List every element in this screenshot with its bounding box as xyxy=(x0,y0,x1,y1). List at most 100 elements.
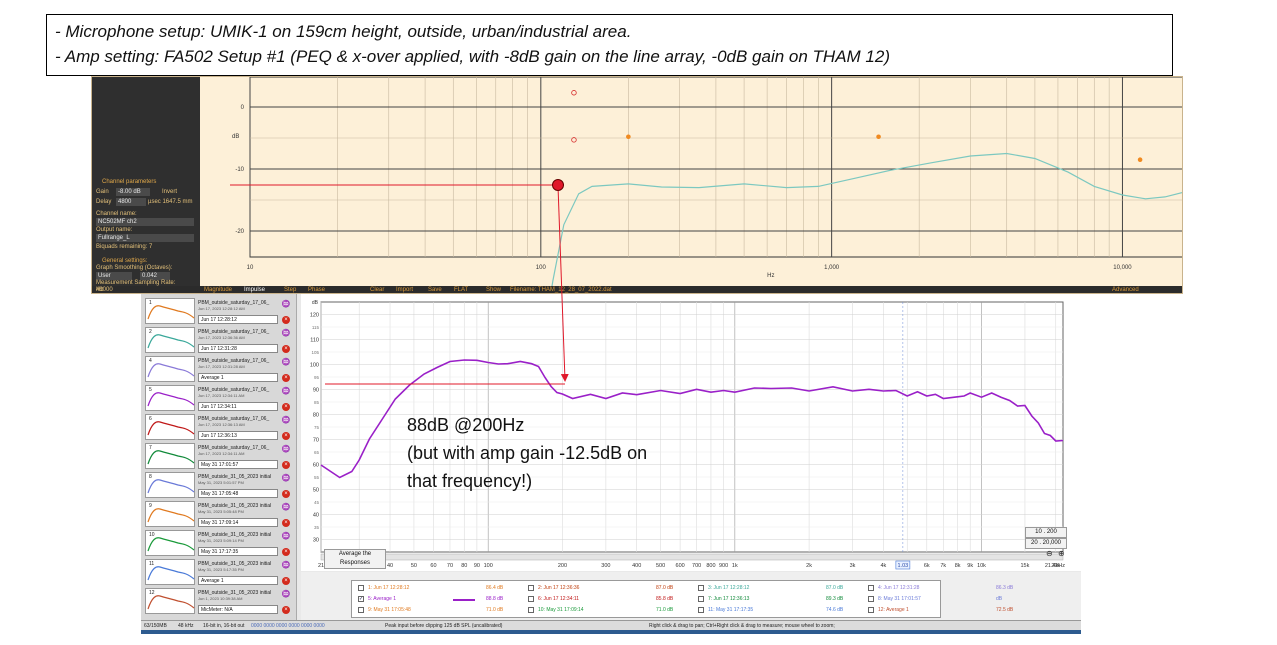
legend-checkbox[interactable] xyxy=(868,596,874,602)
measurement-item[interactable]: 12 PBM_outside_31_05_2023 initial Jun 1, 2… xyxy=(145,588,293,617)
delete-measurement-icon[interactable]: × xyxy=(282,606,290,614)
tab-magnitude[interactable]: Magnitude xyxy=(204,287,233,293)
measurement-notes-field[interactable]: May 31 17:17:35 xyxy=(198,547,278,556)
range-preset-10-200[interactable]: 10 . 200 xyxy=(1025,527,1067,538)
delete-measurement-icon[interactable]: × xyxy=(282,345,290,353)
rew-spl-plot[interactable]: 120 110 100 90 80 70 60 50 40 30 115 105 95 85 75 65 55 4… xyxy=(301,294,1081,571)
graph-icon[interactable]: ♒ xyxy=(281,417,291,424)
delete-measurement-icon[interactable]: × xyxy=(282,577,290,585)
rew-y-tick: 120 xyxy=(310,313,319,319)
tab-impulse[interactable]: Impulse xyxy=(244,287,266,293)
legend-checkbox[interactable] xyxy=(698,585,704,591)
measurement-notes-field[interactable]: May 31 17:09:14 xyxy=(198,518,278,527)
measurement-item[interactable]: 10 PBM_outside_31_05_2023 initial May 31, … xyxy=(145,530,293,559)
measurement-thumbnail[interactable]: 9 xyxy=(145,501,195,527)
delete-measurement-icon[interactable]: × xyxy=(282,403,290,411)
measurement-thumbnail[interactable]: 12 xyxy=(145,588,195,614)
measurement-notes-field[interactable]: May 31 17:05:48 xyxy=(198,489,278,498)
filename-label: Filename: THAM_12_28_07_2022.dat xyxy=(510,287,612,293)
measurement-notes-field[interactable]: Jun 17 12:28:12 xyxy=(198,315,278,324)
measurement-thumbnail[interactable]: 2 xyxy=(145,327,195,353)
graph-icon[interactable]: ♒ xyxy=(281,562,291,569)
rew-x-tick: 800 xyxy=(706,563,715,569)
measurement-thumbnail[interactable]: 5 xyxy=(145,385,195,411)
legend-checkbox[interactable] xyxy=(528,607,534,613)
legend-checkbox[interactable] xyxy=(868,585,874,591)
measurement-item[interactable]: 2 PBM_outside_saturday_17_06_ Jun 17, 2023… xyxy=(145,327,293,356)
measurement-notes-field[interactable]: MicMeter: N/A xyxy=(198,605,278,614)
measurement-notes-field[interactable]: Average 1 xyxy=(198,576,278,585)
output-name-label: Output name: xyxy=(96,227,133,233)
measurement-notes-field[interactable]: Average 1 xyxy=(198,373,278,382)
range-preset-20-20000[interactable]: 20 . 20,000 xyxy=(1025,538,1067,549)
graph-icon[interactable]: ♒ xyxy=(281,475,291,482)
delete-measurement-icon[interactable]: × xyxy=(282,374,290,382)
legend-checkbox[interactable] xyxy=(358,585,364,591)
smoothing-label: Graph Smoothing (Octaves): xyxy=(96,265,173,271)
output-name-input[interactable]: Fullrange_L xyxy=(96,234,194,242)
measurement-item[interactable]: 8 PBM_outside_31_05_2023 initial May 31, 2… xyxy=(145,472,293,501)
legend-checkbox[interactable] xyxy=(868,607,874,613)
zoom-in-icon[interactable]: ⊕ xyxy=(1058,549,1065,558)
measurement-item[interactable]: 11 PBM_outside_31_05_2023 initial May 31, … xyxy=(145,559,293,588)
graph-icon[interactable]: ♒ xyxy=(281,533,291,540)
rew-x-tick: 300 xyxy=(601,563,610,569)
channel-name-input[interactable]: NC502MF ch2 xyxy=(96,218,194,226)
measurement-item[interactable]: 1 PBM_outside_saturday_17_06_ Jun 17, 2023… xyxy=(145,298,293,327)
rew-x-tick: 9k xyxy=(967,563,973,569)
graph-icon[interactable]: ♒ xyxy=(281,388,291,395)
legend-checkbox[interactable] xyxy=(698,607,704,613)
measurement-thumbnail[interactable]: 10 xyxy=(145,530,195,556)
delay-input[interactable]: 4800 xyxy=(116,198,146,206)
delete-measurement-icon[interactable]: × xyxy=(282,548,290,556)
measurement-item[interactable]: 6 PBM_outside_saturday_17_06_ Jun 17, 2023… xyxy=(145,414,293,443)
tab-phase[interactable]: Phase xyxy=(308,287,326,293)
legend-checkbox[interactable] xyxy=(528,585,534,591)
delete-measurement-icon[interactable]: × xyxy=(282,490,290,498)
measurement-notes-field[interactable]: Jun 17 12:36:13 xyxy=(198,431,278,440)
measurement-thumbnail[interactable]: 8 xyxy=(145,472,195,498)
smoothing-value-input[interactable]: 0.042 xyxy=(140,272,170,280)
graph-icon[interactable]: ♒ xyxy=(281,301,291,308)
delete-measurement-icon[interactable]: × xyxy=(282,432,290,440)
measurement-thumbnail[interactable]: 7 xyxy=(145,443,195,469)
graph-icon[interactable]: ♒ xyxy=(281,330,291,337)
graph-icon[interactable]: ♒ xyxy=(281,504,291,511)
graph-icon[interactable]: ♒ xyxy=(281,446,291,453)
invert-checkbox[interactable]: Invert xyxy=(162,189,178,195)
save-button[interactable]: Save xyxy=(428,287,442,293)
annotation-text: 88dB @200Hz (but with amp gain -12.5dB o… xyxy=(407,411,647,495)
clear-button[interactable]: Clear xyxy=(370,287,385,293)
tab-step[interactable]: Step xyxy=(284,287,297,293)
rew-y-tick: 110 xyxy=(310,338,319,344)
measurement-item[interactable]: 4 PBM_outside_saturday_17_06_ Jun 17, 2023… xyxy=(145,356,293,385)
import-button[interactable]: Import xyxy=(396,287,414,293)
graph-icon[interactable]: ♒ xyxy=(281,359,291,366)
graph-icon[interactable]: ♒ xyxy=(281,591,291,598)
measurement-item[interactable]: 5 PBM_outside_saturday_17_06_ Jun 17, 2023… xyxy=(145,385,293,414)
legend-checkbox[interactable] xyxy=(698,596,704,602)
measurement-notes-field[interactable]: Jun 17 12:31:28 xyxy=(198,344,278,353)
delete-measurement-icon[interactable]: × xyxy=(282,519,290,527)
legend-checkbox[interactable] xyxy=(358,607,364,613)
smoothing-mode-select[interactable]: User xyxy=(96,272,132,280)
legend-checkbox[interactable] xyxy=(528,596,534,602)
advanced-button[interactable]: Advanced xyxy=(1112,287,1139,293)
zoom-out-icon[interactable]: ⊖ xyxy=(1046,549,1053,558)
delete-measurement-icon[interactable]: × xyxy=(282,461,290,469)
measurement-thumbnail[interactable]: 1 xyxy=(145,298,195,324)
legend-checkbox[interactable]: ✓ xyxy=(358,596,364,602)
measurement-notes-field[interactable]: Jun 17 12:34:11 xyxy=(198,402,278,411)
flat-button[interactable]: FLAT xyxy=(454,287,469,293)
measurement-notes-field[interactable]: May 31 17:01:57 xyxy=(198,460,278,469)
measurement-item[interactable]: 7 PBM_outside_saturday_17_06_ Jun 17, 2023… xyxy=(145,443,293,472)
measurement-thumbnail[interactable]: 4 xyxy=(145,356,195,382)
measurement-thumbnail[interactable]: 11 xyxy=(145,559,195,585)
show-button[interactable]: Show xyxy=(486,287,502,293)
measurement-item[interactable]: 9 PBM_outside_31_05_2023 initial May 31, 2… xyxy=(145,501,293,530)
amp-eq-plot[interactable]: 0 -10 -20 10 100 1,000 10,000 dB Hz xyxy=(200,77,1183,287)
average-responses-button[interactable]: Average the Responses xyxy=(324,549,386,569)
measurement-thumbnail[interactable]: 6 xyxy=(145,414,195,440)
gain-input[interactable]: -8.00 dB xyxy=(116,188,150,196)
delete-measurement-icon[interactable]: × xyxy=(282,316,290,324)
